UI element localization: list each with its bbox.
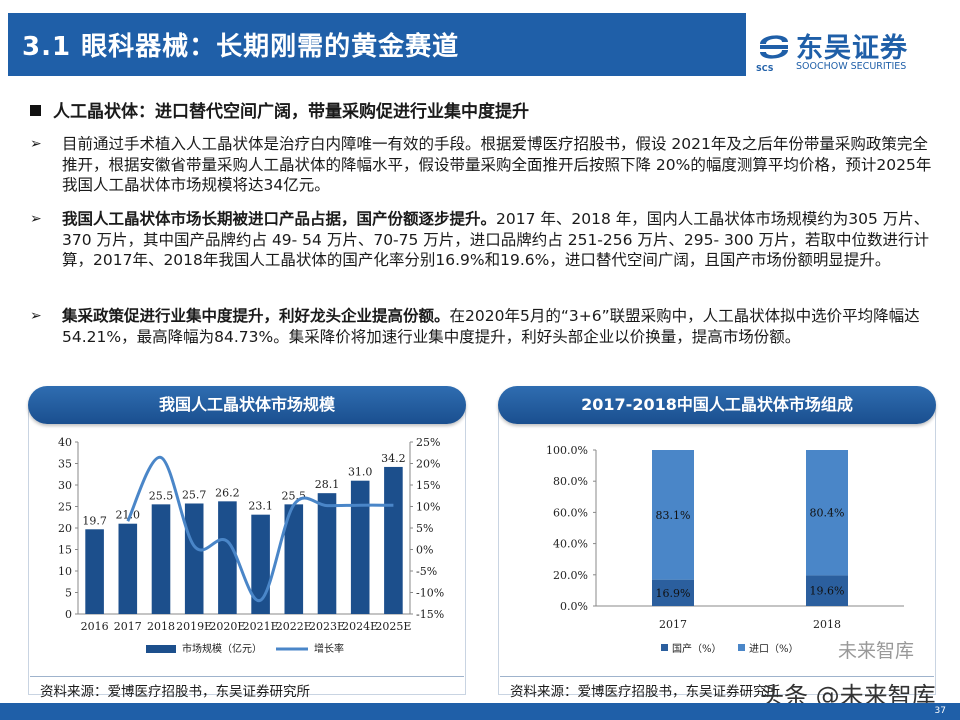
stacked-bar-segment [806,450,848,576]
legend-label-domestic: 国产（%） [672,642,722,655]
market-composition-panel-title: 2017-2018中国人工晶状体市场组成 [498,386,936,424]
x-tick-label: 2020E [209,620,245,633]
x-tick-label: 2021E [243,620,279,633]
bar [251,514,270,614]
bullet-3: ➢ 集采政策促进行业集中度提升，利好龙头企业提高份额。在2020年5月的“3+6… [30,307,920,346]
y-tick-label: 15 [58,544,72,557]
segment-value-label: 19.6% [810,585,845,598]
y2-tick-label: 5% [416,522,433,535]
title-bar: 3.1 眼科器械：长期刚需的黄金赛道 [8,13,746,76]
y-tick-label: 40 [58,436,72,449]
y2-tick-label: 25% [416,436,440,449]
y-tick-label: 40.0% [553,538,588,551]
x-tick-label: 2024E [342,620,378,633]
arrow-bullet-icon: ➢ [30,211,42,227]
bar-value-label: 25.5 [282,489,307,502]
bar [350,480,370,614]
legend-label-import: 进口（%） [749,643,799,655]
bar-value-label: 31.0 [348,466,373,479]
bar-value-label: 21.0 [116,509,141,522]
bar [118,523,138,614]
y-tick-label: 20 [58,522,72,535]
source-note-left: 资料来源：爱博医疗招股书，东吴证券研究所 [40,684,310,700]
page-number: 37 [934,706,946,716]
divider [500,676,934,677]
bar-value-label: 34.2 [381,452,406,465]
company-logo: 东吴证券 SOOCHOW SECURITIES SCS [752,16,952,76]
x-tick-label: 2017 [659,618,687,631]
logo-english-name: SOOCHOW SECURITIES [796,61,907,72]
x-tick-label: 2018 [147,620,175,633]
section-heading: 人工晶状体：进口替代空间广阔，带量采购促进行业集中度提升 [30,97,529,122]
market-composition-chart: 0.0% 20.0% 40.0% 60.0% 80.0% 100.0% 16.9% 83.1%… [546,444,904,655]
x-tick-label: 2017 [114,620,142,633]
watermark-top: 未来智库 [838,640,915,662]
bar-value-label: 19.7 [82,514,107,527]
stacked-bar-segment [652,450,694,580]
bar-value-label: 26.2 [215,486,240,499]
segment-value-label: 80.4% [810,507,845,520]
growth-rate-line [126,455,394,602]
y-tick-label: 30 [58,479,72,492]
y2-tick-label: -5% [416,565,437,578]
y-tick-label: 10 [58,565,72,578]
legend-label-market-size: 市场规模（亿元） [182,642,262,655]
logo-abbr: SCS [756,64,774,73]
arrow-bullet-icon: ➢ [30,136,42,152]
bar-value-label: 28.1 [315,478,340,491]
y2-tick-label: -15% [416,608,444,621]
arrow-bullet-icon: ➢ [30,308,42,324]
legend-swatch-domestic [661,644,668,651]
bar [85,529,104,614]
page-title: 3.1 眼科器械：长期刚需的黄金赛道 [22,32,460,62]
bullet-2: ➢ 我国人工晶状体市场长期被进口产品占据，国产份额逐步提升。2017 年、201… [30,210,930,269]
y-tick-label: 20.0% [553,569,588,582]
market-size-panel-title: 我国人工晶状体市场规模 [28,386,466,424]
stacked-bar-segment [652,579,694,606]
stacked-bar-segment [806,575,848,606]
x-tick-label: 2018 [813,618,841,631]
y-tick-label: 60.0% [553,506,588,519]
y2-tick-label: -10% [416,587,444,600]
bar [151,504,171,614]
y-tick-label: 0.0% [560,600,588,613]
y2-tick-label: 0% [416,544,433,557]
y2-tick-label: 20% [416,458,440,471]
logo-chinese-name: 东吴证券 [796,33,908,64]
logo-mark-icon [760,35,788,59]
x-tick-label: 2019E [176,620,212,633]
legend-swatch-market-size [146,645,176,653]
bar-value-label: 23.1 [248,500,273,513]
legend-swatch-import [738,644,745,651]
y2-tick-label: 15% [416,479,440,492]
y-tick-label: 25 [58,501,72,514]
bar [384,466,403,614]
y-tick-label: 80.0% [553,475,588,488]
bar [184,503,204,614]
x-tick-label: 2016 [81,620,109,633]
footer-bar: 37 [0,703,960,720]
y-tick-label: 35 [58,458,72,471]
segment-value-label: 16.9% [656,587,691,600]
bullet-1: ➢ 目前通过手术植入人工晶状体是治疗白内障唯一有效的手段。根据爱博医疗招股书，假… [30,135,932,194]
y2-tick-label: 10% [416,501,440,514]
y-tick-label: 0 [65,608,72,621]
x-tick-label: 2022E [276,620,312,633]
x-tick-label: 2025E [375,620,411,633]
square-bullet-icon [30,105,41,116]
market-size-chart: 0 5 10 15 20 25 30 35 40 -15% -10% -5% 0% 5% 10% 15% 20%… [58,436,444,655]
segment-value-label: 83.1% [656,509,691,522]
divider [30,676,464,677]
market-composition-panel [498,405,936,695]
legend-label-growth-rate: 增长率 [314,642,344,655]
source-note-right: 资料来源：爱博医疗招股书，东吴证券研究所 [510,684,780,700]
bar [317,493,337,614]
bar [284,504,304,614]
y-tick-label: 5 [65,587,72,600]
y-tick-label: 100.0% [546,444,588,457]
x-tick-label: 2023E [309,620,345,633]
bar-value-label: 25.5 [149,489,174,502]
bar [218,501,237,614]
bar-value-label: 25.7 [182,488,207,501]
